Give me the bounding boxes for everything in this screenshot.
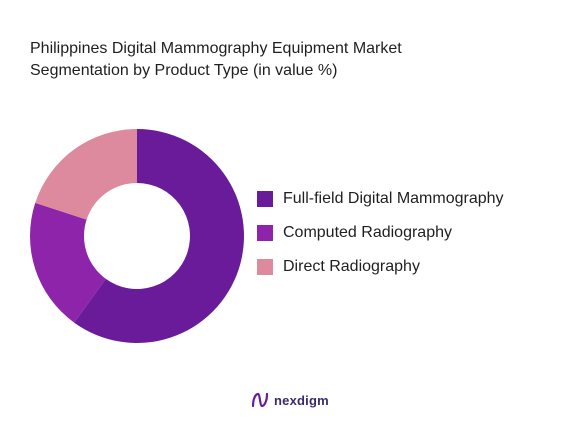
chart-title: Philippines Digital Mammography Equipmen… [30,38,550,82]
chart-legend: Full-field Digital Mammography Computed … [257,182,504,284]
legend-item-direct-radiography: Direct Radiography [257,250,504,284]
legend-swatch-direct-radiography [257,259,273,275]
legend-swatch-full-field [257,191,273,207]
nexdigm-logo-icon [251,392,269,408]
chart-title-line-1: Philippines Digital Mammography Equipmen… [30,40,402,57]
brand-name: nexdigm [274,392,329,408]
donut-slice-computed-radiography [30,202,106,323]
legend-label-full-field: Full-field Digital Mammography [283,190,504,207]
donut-slice-full-field [74,129,245,344]
legend-label-computed-radiography: Computed Radiography [283,224,452,241]
chart-title-line-2: Segmentation by Product Type (in value %… [30,62,338,79]
legend-swatch-computed-radiography [257,225,273,241]
legend-label-direct-radiography: Direct Radiography [283,258,420,275]
legend-item-computed-radiography: Computed Radiography [257,216,504,250]
donut-slice-direct-radiography [35,129,137,220]
legend-item-full-field: Full-field Digital Mammography [257,182,504,216]
brand-logo: nexdigm [250,390,329,410]
